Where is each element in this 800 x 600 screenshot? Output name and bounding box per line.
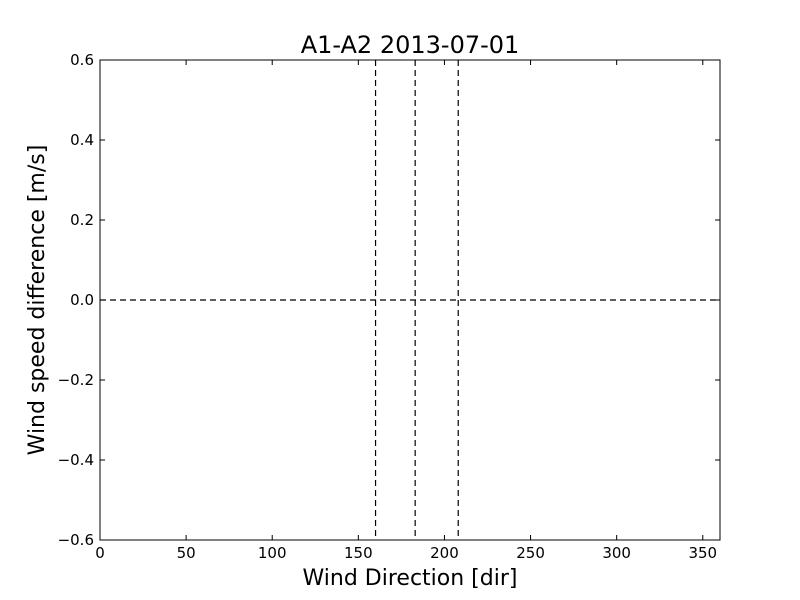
x-tick-label: 150	[344, 544, 373, 562]
axis-ticks: 0 50 100 150 200 250 300 350 −0.6 −0.4 −0.2 0.0 0.2 0…	[58, 51, 720, 562]
y-tick-label: −0.6	[58, 531, 94, 549]
x-tick-label: 200	[430, 544, 459, 562]
y-tick-label: 0.0	[70, 291, 94, 309]
x-tick-label: 350	[688, 544, 717, 562]
x-axis-label: Wind Direction [dir]	[303, 566, 518, 591]
y-axis-label: Wind speed difference [m/s]	[25, 145, 50, 456]
x-tick-label: 100	[258, 544, 287, 562]
y-tick-label: 0.2	[70, 211, 94, 229]
y-tick-label: −0.4	[58, 451, 94, 469]
x-tick-label: 50	[177, 544, 196, 562]
plot-area	[100, 60, 720, 540]
x-tick-label: 250	[516, 544, 545, 562]
chart-title: A1-A2 2013-07-01	[301, 31, 520, 59]
y-tick-label: 0.4	[70, 131, 94, 149]
y-tick-label: −0.2	[58, 371, 94, 389]
y-tick-label: 0.6	[70, 51, 94, 69]
x-tick-label: 0	[95, 544, 105, 562]
x-tick-label: 300	[602, 544, 631, 562]
